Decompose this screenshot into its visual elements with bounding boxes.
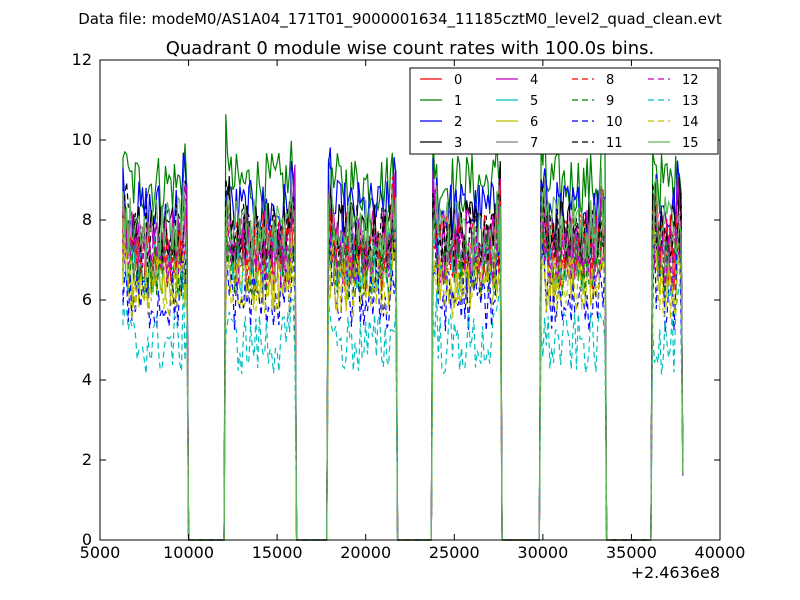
y-tick-label: 2	[82, 450, 92, 469]
series-line-10	[122, 228, 684, 541]
axis-ticks: 5000 10000 15000 20000 25000 30000 35000 40000 0…	[72, 50, 746, 562]
legend-label-4: 4	[530, 73, 538, 88]
series-line-8	[122, 176, 684, 541]
series-line-14	[122, 218, 684, 541]
y-tick-label: 0	[82, 530, 92, 549]
series-line-15	[122, 167, 684, 541]
series-line-6	[122, 207, 684, 541]
legend-label-12: 12	[682, 73, 699, 88]
x-tick-label: 10000	[163, 543, 214, 562]
legend-label-9: 9	[606, 94, 614, 109]
series-line-1	[122, 114, 684, 541]
x-tick-label: 5000	[80, 543, 121, 562]
legend-label-0: 0	[454, 73, 462, 88]
x-tick-label: 30000	[517, 543, 568, 562]
legend-label-10: 10	[606, 115, 623, 130]
file-label: Data file: modeM0/AS1A04_171T01_90000016…	[78, 10, 722, 29]
y-tick-label: 12	[72, 50, 92, 69]
legend-label-8: 8	[606, 73, 614, 88]
legend-label-13: 13	[682, 94, 699, 109]
legend-label-6: 6	[530, 115, 538, 130]
legend-label-14: 14	[682, 115, 699, 130]
series-line-2	[122, 147, 684, 541]
legend-label-7: 7	[530, 136, 538, 151]
legend-label-1: 1	[454, 94, 462, 109]
series-line-9	[122, 197, 684, 541]
x-tick-label: 15000	[252, 543, 303, 562]
y-tick-label: 4	[82, 370, 92, 389]
legend-label-15: 15	[682, 136, 699, 151]
legend-label-5: 5	[530, 94, 538, 109]
x-tick-label: 40000	[695, 543, 746, 562]
chart-title: Quadrant 0 module wise count rates with …	[166, 38, 655, 59]
legend-label-11: 11	[606, 136, 623, 151]
legend-box	[409, 67, 719, 155]
x-tick-label: 25000	[429, 543, 480, 562]
series-line-13	[122, 271, 684, 541]
x-tick-label: 35000	[606, 543, 657, 562]
y-tick-label: 6	[82, 290, 92, 309]
legend-label-3: 3	[454, 136, 462, 151]
x-tick-label: 20000	[340, 543, 391, 562]
series-line-11	[122, 178, 684, 541]
series-lines	[122, 114, 684, 541]
y-tick-label: 10	[72, 130, 92, 149]
legend-label-2: 2	[454, 115, 462, 130]
x-axis-offset-label: +2.4636e8	[631, 563, 720, 582]
y-tick-label: 8	[82, 210, 92, 229]
